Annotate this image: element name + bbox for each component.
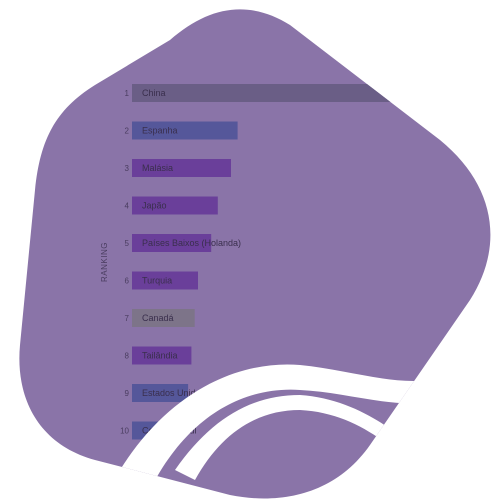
bar-label: Malásia — [142, 163, 173, 173]
bar-label: Países Baixos (Holanda) — [142, 238, 241, 248]
rank-number: 10 — [120, 427, 129, 436]
rank-number: 1 — [125, 89, 130, 98]
rank-number: 5 — [125, 239, 130, 248]
bar — [132, 159, 231, 177]
background-shape — [19, 9, 491, 499]
bar-label: Tailândia — [142, 351, 178, 361]
bar — [132, 309, 195, 327]
bar — [132, 196, 218, 215]
swoosh-decoration — [120, 364, 430, 490]
rank-number: 2 — [125, 127, 130, 136]
bar — [132, 346, 192, 365]
bar-label: Japão — [142, 201, 167, 211]
bar-label: Canadá — [142, 313, 174, 323]
rank-number: 6 — [125, 277, 130, 286]
rank-number: 4 — [125, 202, 130, 211]
bar-label: Turquia — [142, 276, 172, 286]
rank-number: 8 — [125, 352, 130, 361]
rank-number: 7 — [125, 314, 130, 323]
bar-label: China — [142, 88, 166, 98]
rank-number: 9 — [125, 389, 130, 398]
bar — [132, 121, 238, 140]
bar — [132, 84, 462, 102]
bar — [132, 234, 212, 252]
bar — [132, 384, 189, 402]
bar-label: Estados Unidos — [142, 388, 206, 398]
rank-number: 3 — [125, 164, 130, 173]
bar — [132, 271, 198, 290]
bar-label: Espanha — [142, 126, 178, 136]
y-axis-title: RANKING — [100, 242, 109, 282]
